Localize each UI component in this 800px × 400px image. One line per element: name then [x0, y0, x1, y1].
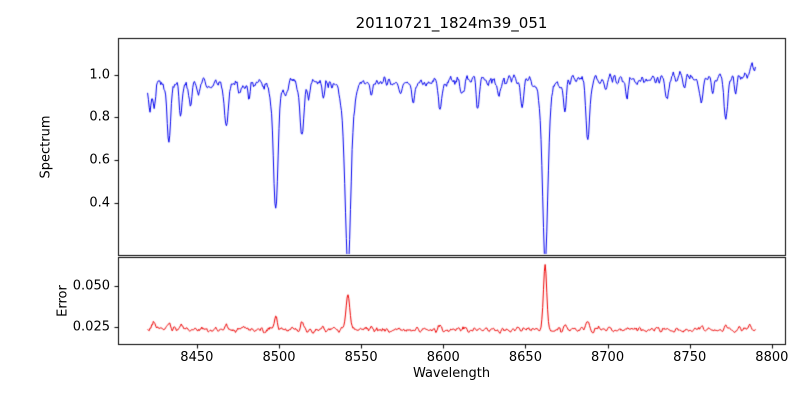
x-tick-label: 8800 [755, 350, 789, 365]
spectrum-y-tick-label: 1.0 [89, 67, 110, 83]
x-tick-label: 8450 [180, 350, 214, 365]
error-y-tick-label: 0.050 [72, 278, 110, 294]
x-tick-label: 8600 [426, 350, 460, 365]
x-tick-label: 8500 [262, 350, 296, 365]
error-y-axis-label: Error [55, 285, 71, 317]
x-tick-label: 8650 [508, 350, 542, 365]
spectrum-y-tick-label: 0.8 [89, 109, 110, 125]
spectrum-y-tick-label: 0.4 [89, 195, 110, 211]
spectrum-y-axis-label: Spectrum [38, 115, 54, 179]
x-tick-label: 8700 [591, 350, 625, 365]
x-tick-label: 8550 [344, 350, 378, 365]
spectrum-y-tick-label: 0.6 [89, 152, 110, 168]
error-y-tick-label: 0.025 [72, 319, 110, 335]
plot-title: 20110721_1824m39_051 [355, 14, 548, 32]
x-axis-label: Wavelength [412, 366, 491, 381]
x-tick-label: 8750 [673, 350, 707, 365]
